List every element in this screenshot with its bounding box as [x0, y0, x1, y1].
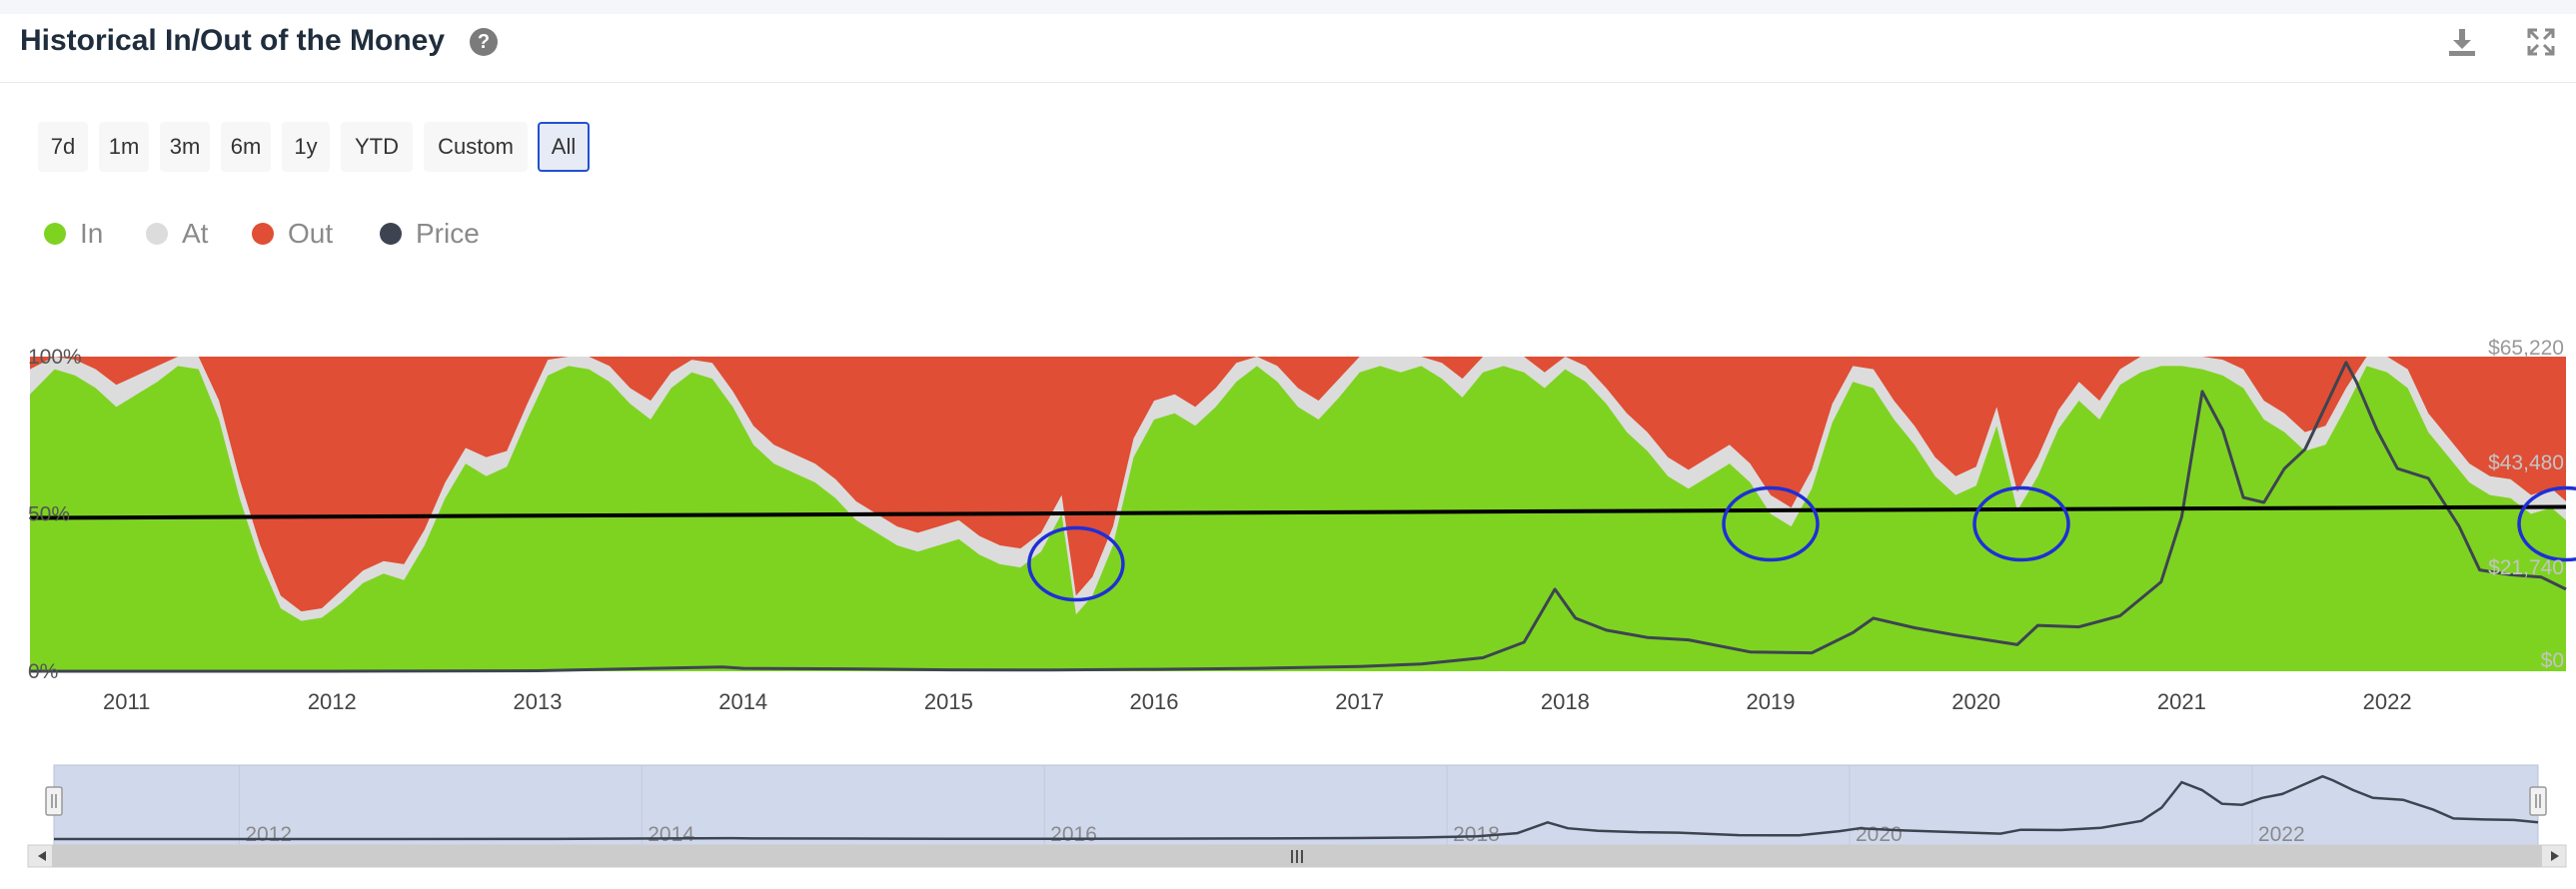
- legend-dot-icon: [146, 223, 168, 245]
- legend-item-price[interactable]: Price: [380, 214, 480, 254]
- x-axis-label: 2022: [2363, 689, 2412, 714]
- navigator-panel[interactable]: 2012 2014 2016 2018 2020 2022 III: [0, 759, 2576, 889]
- range-1y-button[interactable]: 1y: [282, 122, 330, 172]
- navigator-selection: [53, 764, 2539, 846]
- reference-line: [29, 504, 2567, 520]
- left-axis-label: 100%: [28, 346, 82, 369]
- range-1m-button[interactable]: 1m: [99, 122, 149, 172]
- x-axis-label: 2013: [514, 689, 563, 714]
- price-line: [30, 361, 2567, 673]
- range-ytd-button[interactable]: YTD: [341, 122, 413, 172]
- range-custom-button[interactable]: Custom: [424, 122, 528, 172]
- x-axis-label: 2019: [1747, 689, 1796, 714]
- right-axis-label: $0: [2541, 649, 2564, 672]
- main-chart: 0% 50% 100% $0 $21,740 $43,480 $65,220 2011 2012…: [28, 337, 2576, 714]
- x-axis-label: 2015: [924, 689, 973, 714]
- legend-label: In: [80, 218, 104, 249]
- legend-item-in[interactable]: In: [44, 214, 103, 254]
- navigator-tick-label: 2012: [245, 823, 292, 846]
- handle-grip-icon: [2529, 786, 2547, 816]
- range-6m-button[interactable]: 6m: [221, 122, 271, 172]
- help-icon[interactable]: ?: [470, 28, 498, 56]
- range-7d-button[interactable]: 7d: [38, 122, 88, 172]
- range-3m-button[interactable]: 3m: [160, 122, 210, 172]
- legend-item-out[interactable]: Out: [252, 214, 333, 254]
- x-axis-label: 2020: [1951, 689, 2000, 714]
- highlight-circle: [1722, 485, 1820, 562]
- x-axis-label: 2012: [308, 689, 357, 714]
- navigator-price-line: [54, 774, 2539, 841]
- top-strip: [0, 0, 2576, 14]
- left-axis-label: 0%: [28, 660, 58, 683]
- right-axis-label: $43,480: [2488, 451, 2564, 474]
- download-icon[interactable]: [2446, 26, 2478, 58]
- legend-dot-icon: [44, 223, 66, 245]
- navigator-tick-label: 2022: [2258, 823, 2305, 846]
- range-all-button[interactable]: All: [538, 122, 590, 172]
- scrollbar-thumb: [52, 845, 2542, 867]
- legend-label: Price: [416, 218, 480, 249]
- navigator-tick-label: 2020: [1856, 823, 1903, 846]
- x-axis-label: 2014: [718, 689, 767, 714]
- highlight-circle: [2517, 485, 2576, 562]
- scroll-right-arrow-icon: [2551, 851, 2559, 861]
- legend-dot-icon: [380, 223, 402, 245]
- handle-grip-icon: [45, 786, 63, 816]
- navigator-tick-label: 2014: [647, 823, 694, 846]
- x-axis-label: 2021: [2157, 689, 2206, 714]
- legend-item-at[interactable]: At: [146, 214, 208, 254]
- scroll-left-arrow-icon: [38, 851, 46, 861]
- x-axis-label: 2017: [1335, 689, 1384, 714]
- highlight-circle: [1027, 525, 1125, 602]
- highlight-circle: [1972, 485, 2070, 562]
- legend-label: Out: [288, 218, 334, 249]
- in-area: [30, 366, 2566, 671]
- navigator-tick-label: 2016: [1050, 823, 1097, 846]
- scrollbar-grip-icon: III: [1289, 847, 1304, 867]
- right-axis-label: $65,220: [2488, 337, 2564, 360]
- navigator-tick-label: 2018: [1453, 823, 1500, 846]
- navigator-scrollbar[interactable]: III: [27, 844, 2567, 868]
- right-axis-label: $21,740: [2488, 556, 2564, 579]
- fullscreen-icon[interactable]: [2525, 26, 2557, 58]
- x-axis-label: 2011: [103, 689, 150, 714]
- x-axis-label: 2016: [1130, 689, 1179, 714]
- chart-header: Historical In/Out of the Money ?: [0, 14, 2576, 83]
- legend-label: At: [182, 218, 209, 249]
- legend-dot-icon: [252, 223, 274, 245]
- navigator-right-handle[interactable]: [2529, 786, 2547, 816]
- page-title: Historical In/Out of the Money: [20, 24, 446, 57]
- x-axis-label: 2018: [1541, 689, 1590, 714]
- left-axis-label: 50%: [28, 503, 70, 526]
- navigator-left-handle[interactable]: [45, 786, 63, 816]
